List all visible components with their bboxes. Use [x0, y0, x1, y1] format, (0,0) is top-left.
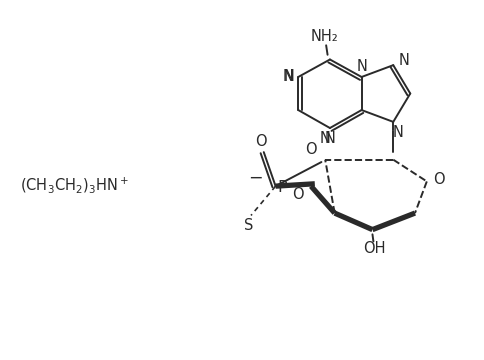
Text: N: N	[282, 69, 293, 85]
Text: O: O	[255, 134, 267, 149]
Text: O: O	[291, 187, 303, 202]
Text: (CH$_3$CH$_2$)$_3$HN$^+$: (CH$_3$CH$_2$)$_3$HN$^+$	[20, 175, 129, 195]
Text: N: N	[319, 131, 330, 146]
Text: O: O	[304, 142, 316, 157]
Text: NH₂: NH₂	[310, 29, 337, 44]
Text: O: O	[432, 172, 443, 186]
Text: N: N	[392, 125, 403, 140]
Text: N: N	[324, 131, 334, 146]
Text: −: −	[248, 168, 262, 186]
Text: P: P	[277, 180, 287, 195]
Text: N: N	[397, 53, 408, 68]
Text: N: N	[283, 69, 294, 85]
Text: OH: OH	[363, 241, 385, 256]
Text: S: S	[243, 219, 253, 233]
Text: N: N	[355, 59, 366, 74]
